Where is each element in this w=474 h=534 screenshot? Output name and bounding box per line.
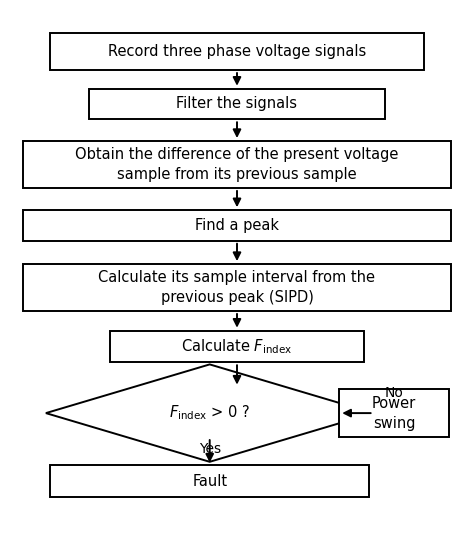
FancyBboxPatch shape	[339, 389, 448, 437]
Text: Record three phase voltage signals: Record three phase voltage signals	[108, 44, 366, 59]
Text: Calculate $\mathit{F}_{\mathrm{index}}$: Calculate $\mathit{F}_{\mathrm{index}}$	[182, 337, 292, 356]
Text: $\mathit{F}_{\mathrm{index}}$ > 0 ?: $\mathit{F}_{\mathrm{index}}$ > 0 ?	[169, 404, 250, 422]
Polygon shape	[46, 364, 374, 462]
Text: Power
swing: Power swing	[372, 396, 416, 430]
FancyBboxPatch shape	[23, 141, 451, 188]
FancyBboxPatch shape	[50, 466, 369, 497]
FancyBboxPatch shape	[23, 264, 451, 311]
FancyBboxPatch shape	[89, 89, 385, 120]
Text: Calculate its sample interval from the
previous peak (SIPD): Calculate its sample interval from the p…	[99, 270, 375, 305]
FancyBboxPatch shape	[50, 33, 424, 70]
Text: No: No	[384, 386, 403, 400]
Text: Fault: Fault	[192, 474, 227, 489]
Text: Obtain the difference of the present voltage
sample from its previous sample: Obtain the difference of the present vol…	[75, 147, 399, 182]
Text: Filter the signals: Filter the signals	[176, 97, 298, 112]
Text: Yes: Yes	[199, 442, 221, 457]
FancyBboxPatch shape	[109, 331, 365, 363]
Text: Find a peak: Find a peak	[195, 218, 279, 233]
FancyBboxPatch shape	[23, 210, 451, 241]
